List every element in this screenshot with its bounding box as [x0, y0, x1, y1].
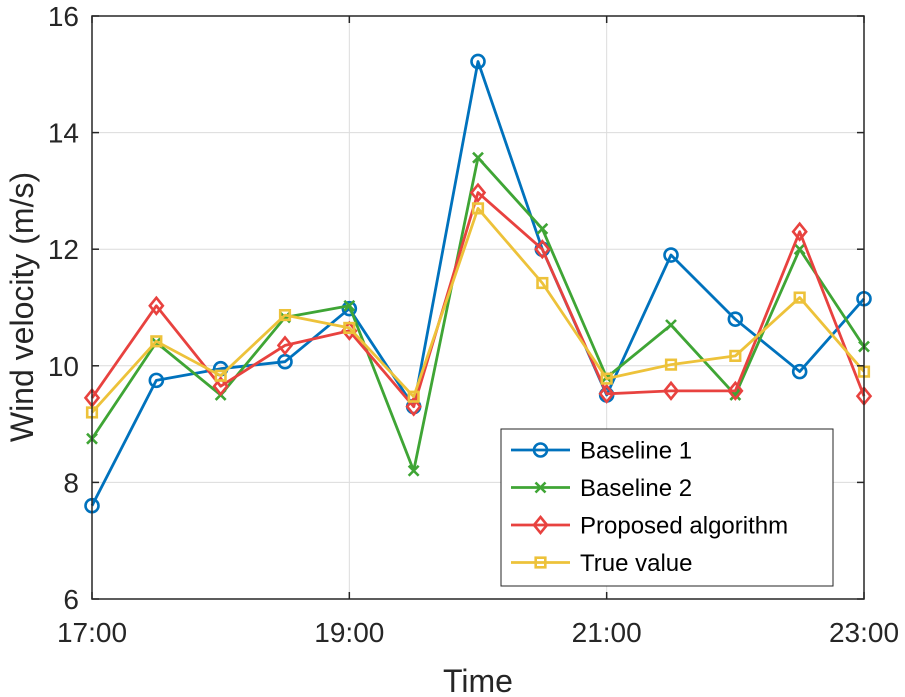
data-point-proposed-algorithm [276, 335, 294, 356]
data-point-baseline-2 [793, 243, 806, 256]
y-tick-label: 8 [63, 467, 79, 498]
data-point-proposed-algorithm [662, 380, 680, 401]
legend-label-true-value: True value [580, 550, 693, 577]
data-point-proposed-algorithm [469, 182, 487, 203]
x-tick-label: 21:00 [572, 617, 642, 648]
plot-frame [91, 15, 865, 600]
data-point-true-value [471, 202, 485, 215]
data-point-true-value [278, 308, 292, 322]
legend-box [500, 428, 834, 587]
data-point-true-value [536, 276, 549, 290]
data-point-true-value [214, 369, 227, 382]
data-point-baseline-2 [536, 222, 549, 235]
legend-label-baseline-1: Baseline 1 [580, 438, 692, 465]
series-line-baseline-1 [90, 60, 866, 507]
y-tick-label: 10 [48, 351, 79, 382]
data-point-true-value [664, 358, 678, 371]
x-tick-label: 23:00 [829, 617, 899, 648]
data-point-proposed-algorithm [212, 376, 229, 397]
data-point-baseline-1 [727, 311, 744, 327]
data-point-proposed-algorithm [148, 295, 165, 316]
legend-label-baseline-2: Baseline 2 [580, 475, 692, 502]
series-layer [83, 53, 873, 514]
legend-label-proposed-algorithm: Proposed algorithm [580, 513, 788, 540]
data-point-proposed-algorithm [405, 396, 422, 417]
data-point-true-value [793, 291, 806, 304]
data-point-true-value [150, 335, 163, 348]
legend-marker-true-value [534, 556, 547, 569]
data-point-baseline-1 [148, 372, 165, 389]
data-point-baseline-1 [791, 363, 808, 380]
data-point-proposed-algorithm [791, 221, 808, 242]
axes: 6 8 10 12 14 16 17:00 19:00 21:00 23:00 [48, 1, 899, 648]
series-line-true-value [90, 206, 866, 414]
data-point-proposed-algorithm [727, 380, 744, 401]
legend-marker-baseline-2 [534, 481, 547, 494]
data-point-true-value [600, 372, 613, 385]
data-point-proposed-algorithm [534, 239, 551, 260]
legend-marker-proposed-algorithm [532, 514, 549, 536]
x-tick-label: 17:00 [57, 617, 127, 648]
data-point-true-value [407, 390, 420, 403]
data-point-baseline-2 [407, 464, 420, 477]
legend: Baseline 1 Baseline 2 Proposed algorithm Tr… [500, 428, 834, 587]
y-axis-title: Wind velocity (m/s) [4, 172, 40, 442]
data-point-baseline-2 [665, 319, 677, 331]
data-point-true-value [729, 349, 742, 362]
x-tick-label: 19:00 [314, 617, 384, 648]
data-point-baseline-1 [341, 300, 358, 317]
data-point-baseline-2 [472, 151, 484, 164]
data-point-baseline-1 [663, 247, 679, 263]
y-tick-label: 14 [48, 118, 79, 149]
x-axis-title: Time [443, 663, 513, 697]
data-point-baseline-1 [470, 53, 486, 70]
data-point-true-value [343, 321, 356, 335]
legend-marker-baseline-1 [532, 442, 549, 458]
y-tick-label: 12 [48, 234, 79, 265]
series-line-proposed-algorithm [90, 191, 866, 409]
data-point-proposed-algorithm [598, 383, 615, 404]
data-point-baseline-2 [343, 299, 356, 312]
y-tick-label: 16 [48, 1, 79, 32]
y-tick-label: 6 [63, 584, 79, 615]
